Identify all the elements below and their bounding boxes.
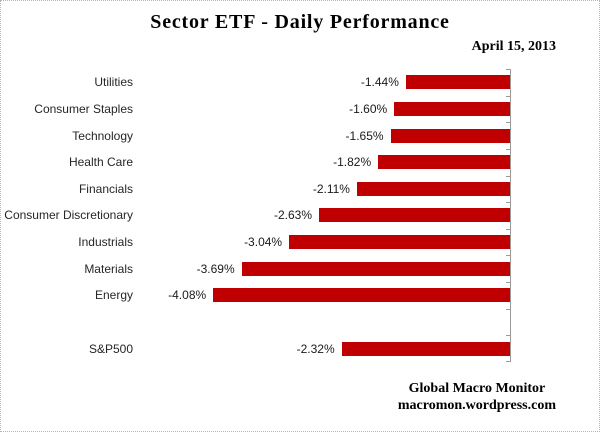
bar xyxy=(378,155,511,170)
category-label: Financials xyxy=(78,181,133,196)
value-label: -2.63% xyxy=(273,208,313,223)
axis-tick xyxy=(506,335,511,336)
bar xyxy=(390,128,511,143)
value-label: -1.60% xyxy=(349,101,388,116)
category-label: Industrials xyxy=(78,235,133,250)
value-axis-line xyxy=(510,69,511,362)
bar xyxy=(341,341,511,356)
value-label: -1.65% xyxy=(345,128,384,143)
chart-row: S&P500 -2.32% xyxy=(1,335,511,362)
axis-tick xyxy=(506,282,511,283)
chart-row: Materials -3.69% xyxy=(1,255,511,282)
plot-area: Utilities -1.44% Consumer Staples -1.60% Tec… xyxy=(1,69,511,362)
chart-row: Energy -4.08% xyxy=(1,282,511,309)
category-label: Energy xyxy=(94,288,133,303)
bar xyxy=(289,235,511,250)
chart-row: Financials -2.11% xyxy=(1,176,511,203)
category-label: Technology xyxy=(72,128,133,143)
category-label: S&P500 xyxy=(88,341,133,356)
category-label: Health Care xyxy=(68,155,133,170)
bar xyxy=(394,101,511,116)
chart-title: Sector ETF - Daily Performance xyxy=(150,11,450,33)
bar xyxy=(213,288,511,303)
axis-tick xyxy=(506,149,511,150)
source-name: Global Macro Monitor xyxy=(408,381,546,396)
axis-tick xyxy=(506,309,511,310)
value-label: -3.04% xyxy=(244,235,283,250)
chart-row xyxy=(1,309,511,336)
source-url: macromon.wordpress.com xyxy=(397,398,556,413)
chart-row: Consumer Staples -1.60% xyxy=(1,96,511,123)
axis-tick xyxy=(506,69,511,70)
axis-tick xyxy=(506,96,511,97)
axis-tick xyxy=(506,176,511,177)
date-label: April 15, 2013 xyxy=(471,39,556,54)
value-label: -2.32% xyxy=(296,341,335,356)
category-label: Utilities xyxy=(94,75,133,90)
bar xyxy=(356,181,511,196)
bar xyxy=(241,261,511,276)
value-label: -1.82% xyxy=(333,155,372,170)
value-label: -1.44% xyxy=(360,75,399,90)
axis-tick xyxy=(506,229,511,230)
chart-row: Technology -1.65% xyxy=(1,122,511,149)
value-label: -4.08% xyxy=(168,288,207,303)
source-attribution: Global Macro Monitor macromon.wordpress.… xyxy=(398,380,556,414)
axis-tick xyxy=(506,361,511,362)
category-label: Consumer Discretionary xyxy=(4,208,133,223)
category-label: Consumer Staples xyxy=(34,101,133,116)
chart-row: Industrials -3.04% xyxy=(1,229,511,256)
value-label: -3.69% xyxy=(196,261,235,276)
bar xyxy=(319,208,511,223)
axis-tick xyxy=(506,202,511,203)
chart-row: Health Care -1.82% xyxy=(1,149,511,176)
bar xyxy=(405,75,511,90)
chart-row: Utilities -1.44% xyxy=(1,69,511,96)
chart-row: Consumer Discretionary -2.63% xyxy=(1,202,511,229)
axis-tick xyxy=(506,122,511,123)
value-label: -2.11% xyxy=(312,181,350,196)
category-label: Materials xyxy=(84,261,133,276)
axis-tick xyxy=(506,255,511,256)
